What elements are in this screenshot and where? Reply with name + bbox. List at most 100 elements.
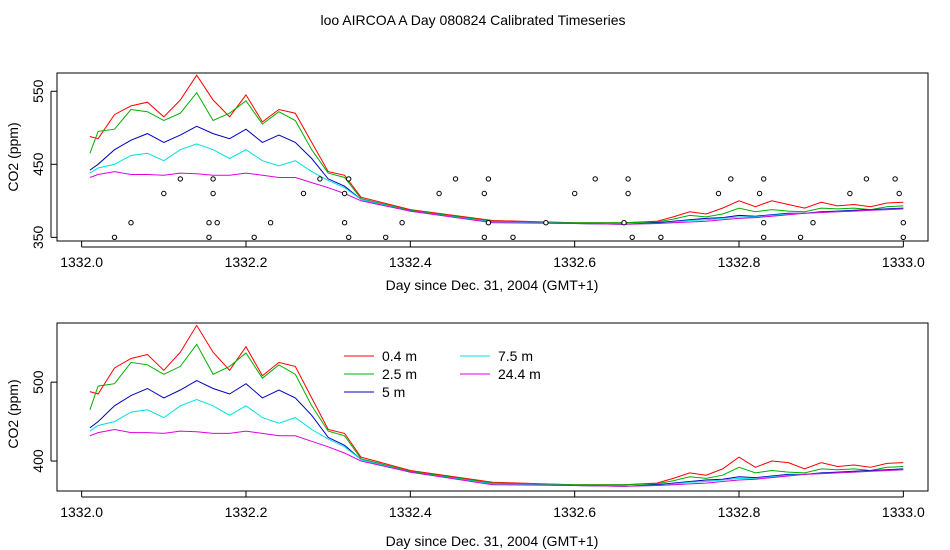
series-line-bottom-0-4-m [89,324,904,486]
data-point-marker [900,234,906,241]
panel-top: 1332.0 1332.2 1332.4 1332.6 1332.8 1333.0 350… [5,72,929,293]
legend-item-7-5m: 7.5 m [460,348,533,364]
data-point-marker [481,234,487,241]
data-point-marker [485,176,492,182]
legend-label-0-4m: 0.4 m [382,348,417,364]
panel-top-y-axis-label: CO2 (ppm) [5,122,21,191]
panel-bottom: 1332.0 1332.2 1332.4 1332.6 1332.8 1333.0 400… [5,322,929,549]
y-tick-label: 350 [30,225,46,249]
x-tick-label: 1333.0 [882,504,925,520]
data-point-marker [761,220,767,226]
x-tick-label: 1332.2 [225,254,268,270]
data-point-marker [728,176,734,182]
data-point-marker [900,220,906,226]
data-point-marker [485,220,492,226]
x-tick-label: 1332.0 [60,254,103,270]
y-tick-label: 400 [30,449,46,473]
data-point-marker [761,234,767,241]
data-point-marker [300,190,307,197]
series-line-top-0-4-m [89,74,904,224]
y-tick-label: 450 [30,152,46,176]
data-point-marker [206,234,212,241]
data-point-marker [214,220,220,226]
data-point-marker [892,176,898,182]
panel-top-frame [56,72,929,242]
data-point-marker [761,176,767,182]
data-point-marker [810,220,816,226]
data-point-marker [572,190,578,197]
series-line-bottom-2-5-m [89,343,904,486]
data-point-marker [625,190,631,197]
data-point-marker [436,190,442,197]
data-point-marker [756,190,763,197]
data-point-marker [341,220,348,226]
panel-bottom-y-axis: 400 500 [30,370,57,473]
series-line-bottom-7-5-m [89,398,904,487]
data-point-marker [658,234,664,241]
data-point-marker [111,234,118,241]
panel-bottom-x-axis-label: Day since Dec. 31, 2004 (GMT+1) [386,533,599,549]
panel-bottom-frame [56,322,929,492]
x-tick-label: 1332.4 [389,254,432,270]
data-point-marker [621,220,627,226]
figure-title: loo AIRCOA A Day 080824 Calibrated Times… [320,12,625,28]
data-point-marker [592,176,598,182]
panel-top-x-axis: 1332.0 1332.2 1332.4 1332.6 1332.8 1333.0 [60,241,925,270]
panel-top-plot [89,74,906,241]
panel-bottom-plot [89,324,904,487]
data-point-marker [452,176,459,182]
x-tick-label: 1333.0 [882,254,925,270]
data-point-marker [210,190,216,197]
data-point-marker [251,234,257,241]
legend-label-24-4m: 24.4 m [498,366,541,382]
legend-label-7-5m: 7.5 m [498,348,533,364]
data-point-marker [543,220,549,226]
data-point-marker [177,176,184,182]
data-point-marker [128,220,134,226]
series-line-top-24-4-m [89,171,904,225]
panel-top-x-axis-label: Day since Dec. 31, 2004 (GMT+1) [386,277,599,293]
legend: 0.4 m 2.5 m 5 m 7.5 m 24.4 m [344,348,541,400]
data-point-marker [481,190,487,197]
data-point-marker [399,220,405,226]
data-point-marker [715,190,722,197]
x-tick-label: 1332.6 [553,254,596,270]
series-line-top-7-5-m [89,143,904,225]
data-point-marker [267,220,274,226]
x-tick-label: 1332.0 [60,504,103,520]
data-point-marker [383,234,389,241]
series-line-top-2-5-m [89,91,904,224]
data-point-marker [346,176,352,182]
panel-bottom-y-axis-label: CO2 (ppm) [5,379,21,448]
x-tick-label: 1332.8 [718,504,761,520]
x-tick-label: 1332.6 [553,504,596,520]
panel-bottom-x-axis: 1332.0 1332.2 1332.4 1332.6 1332.8 1333.0 [60,491,925,520]
data-point-marker [346,234,352,241]
legend-label-2-5m: 2.5 m [382,366,417,382]
legend-item-24-4m: 24.4 m [460,366,541,382]
series-line-bottom-24-4-m [89,428,904,487]
x-tick-label: 1332.8 [718,254,761,270]
data-point-marker [896,190,902,197]
x-tick-label: 1332.2 [225,504,268,520]
y-tick-label: 500 [30,370,46,394]
data-point-marker [629,234,635,241]
legend-item-5m: 5 m [344,384,405,400]
data-point-marker [625,176,631,182]
data-point-marker [210,176,216,182]
data-point-marker [863,176,870,182]
legend-item-0-4m: 0.4 m [344,348,417,364]
data-point-marker [847,190,853,197]
legend-label-5m: 5 m [382,384,405,400]
x-tick-label: 1332.4 [389,504,432,520]
panel-top-y-axis: 350 450 550 [30,79,57,249]
legend-item-2-5m: 2.5 m [344,366,417,382]
data-point-marker [206,220,212,226]
data-point-marker [797,234,804,241]
data-point-marker [161,190,167,197]
data-point-marker [510,234,516,241]
data-point-marker [341,190,348,197]
y-tick-label: 550 [30,79,46,103]
data-point-marker [317,176,323,182]
